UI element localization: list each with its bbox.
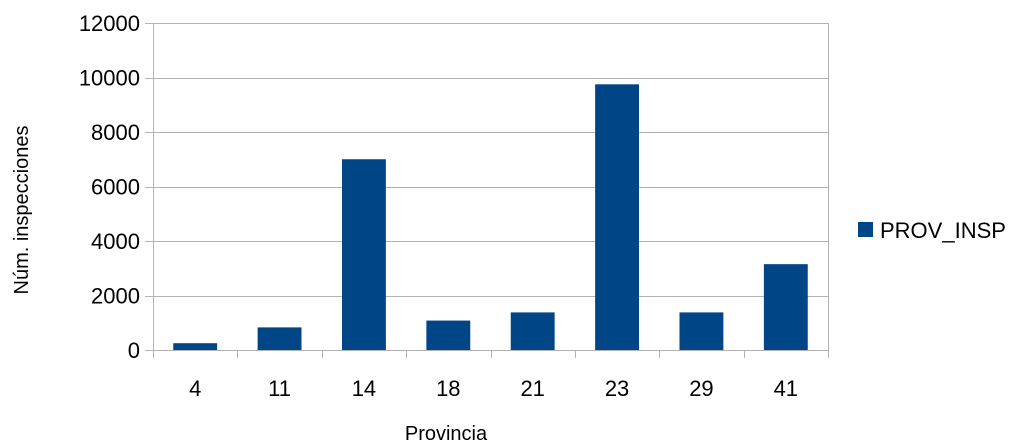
x-tick-label: 18 [436, 376, 460, 401]
x-tick-label: 23 [605, 376, 629, 401]
x-tick-label: 11 [268, 376, 291, 401]
x-tick-label: 4 [189, 376, 201, 401]
gridlines [145, 23, 828, 351]
bar-41 [763, 264, 808, 350]
x-tick-label: 21 [520, 376, 544, 401]
y-tick-labels: 0 2000 4000 6000 8000 10000 12000 [79, 11, 140, 363]
bar-14 [342, 159, 386, 350]
bar-11 [257, 327, 302, 350]
y-tick-label: 6000 [91, 175, 140, 200]
legend-swatch [858, 222, 873, 237]
y-tick-label: 2000 [91, 284, 140, 309]
axes [153, 23, 829, 358]
x-tick-label: 29 [689, 376, 713, 401]
bar-4 [173, 343, 218, 350]
y-axis-title: Núm. inspecciones [11, 126, 33, 295]
y-tick-label: 0 [128, 338, 140, 363]
y-tick-label: 4000 [91, 229, 140, 254]
y-tick-label: 12000 [79, 11, 140, 36]
x-tick-labels: 4 11 14 18 21 23 29 41 [189, 376, 798, 401]
bar-18 [426, 320, 471, 350]
bar-21 [510, 312, 555, 350]
bar-29 [679, 312, 724, 350]
y-tick-label: 10000 [79, 66, 140, 91]
x-axis-title: Provincia [405, 423, 488, 441]
bar-23 [595, 84, 639, 350]
legend-label: PROV_INSP [880, 218, 1006, 243]
y-tick-label: 8000 [91, 120, 140, 145]
x-tick-label: 14 [352, 376, 376, 401]
x-tick-label: 41 [774, 376, 798, 401]
bars [173, 84, 808, 350]
legend: PROV_INSP [858, 218, 1006, 243]
